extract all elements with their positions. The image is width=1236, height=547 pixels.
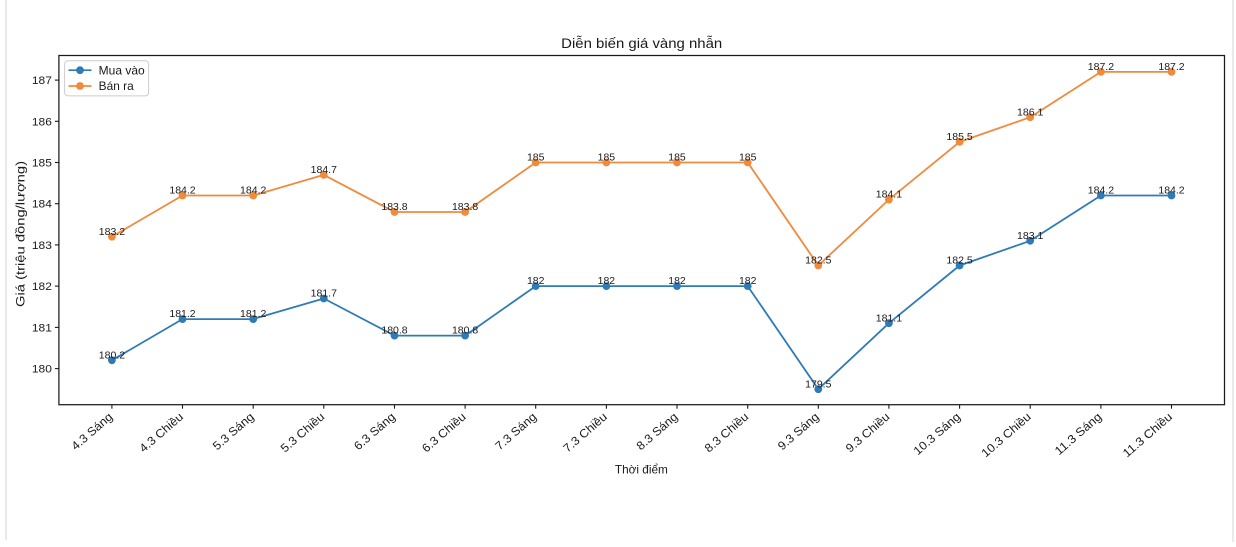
svg-text:5.3 Sáng: 5.3 Sáng <box>210 410 257 453</box>
svg-text:9.3 Chiều: 9.3 Chiều <box>843 410 893 456</box>
svg-text:184: 184 <box>32 199 52 211</box>
svg-text:181.1: 181.1 <box>876 312 902 324</box>
svg-text:183.8: 183.8 <box>381 201 407 213</box>
svg-text:Diễn biến giá vàng nhẫn: Diễn biến giá vàng nhẫn <box>561 35 722 52</box>
svg-text:11.3 Sáng: 11.3 Sáng <box>1052 410 1105 458</box>
svg-text:185: 185 <box>32 158 52 170</box>
svg-text:181.7: 181.7 <box>311 288 337 300</box>
svg-text:182.5: 182.5 <box>805 255 831 267</box>
svg-text:185.5: 185.5 <box>946 131 972 143</box>
svg-text:185: 185 <box>598 152 616 164</box>
svg-text:8.3 Chiều: 8.3 Chiều <box>702 410 752 456</box>
svg-text:187.2: 187.2 <box>1088 61 1114 73</box>
svg-text:11.3 Chiều: 11.3 Chiều <box>1120 410 1175 461</box>
svg-text:9.3 Sáng: 9.3 Sáng <box>775 410 822 453</box>
svg-text:4.3 Chiều: 4.3 Chiều <box>136 410 186 456</box>
svg-text:187: 187 <box>32 75 52 87</box>
svg-text:7.3 Sáng: 7.3 Sáng <box>492 410 539 453</box>
svg-text:182: 182 <box>527 275 545 287</box>
svg-text:184.2: 184.2 <box>240 185 266 197</box>
svg-text:183: 183 <box>32 240 52 252</box>
svg-text:7.3 Chiều: 7.3 Chiều <box>560 410 610 456</box>
svg-text:187.2: 187.2 <box>1158 61 1184 73</box>
svg-text:186: 186 <box>32 116 52 128</box>
svg-text:184.2: 184.2 <box>1158 185 1184 197</box>
svg-text:181: 181 <box>32 322 52 334</box>
svg-text:4.3 Sáng: 4.3 Sáng <box>68 410 115 453</box>
svg-text:Giá (triệu đồng/lượng): Giá (triệu đồng/lượng) <box>13 161 27 307</box>
svg-text:8.3 Sáng: 8.3 Sáng <box>634 410 681 453</box>
svg-text:184.2: 184.2 <box>1088 185 1114 197</box>
svg-text:181.2: 181.2 <box>169 308 195 320</box>
svg-text:182: 182 <box>32 281 52 293</box>
svg-text:182.5: 182.5 <box>946 255 972 267</box>
svg-text:182: 182 <box>598 275 616 287</box>
svg-text:5.3 Chiều: 5.3 Chiều <box>278 410 328 456</box>
svg-text:185: 185 <box>668 152 686 164</box>
svg-text:Bán ra: Bán ra <box>99 79 134 93</box>
svg-text:6.3 Sáng: 6.3 Sáng <box>351 410 398 453</box>
svg-text:10.3 Chiều: 10.3 Chiều <box>978 410 1033 461</box>
svg-text:179.5: 179.5 <box>805 378 831 390</box>
svg-text:182: 182 <box>739 275 757 287</box>
svg-text:180.2: 180.2 <box>99 349 125 361</box>
svg-text:183.1: 183.1 <box>1017 230 1043 242</box>
svg-text:183.8: 183.8 <box>452 201 478 213</box>
svg-text:184.1: 184.1 <box>876 189 902 201</box>
svg-text:184.2: 184.2 <box>169 185 195 197</box>
svg-text:185: 185 <box>739 152 757 164</box>
svg-text:6.3 Chiều: 6.3 Chiều <box>419 410 469 456</box>
svg-text:185: 185 <box>527 152 545 164</box>
svg-text:180.8: 180.8 <box>452 325 478 337</box>
svg-text:10.3 Sáng: 10.3 Sáng <box>910 410 963 458</box>
svg-text:Mua vào: Mua vào <box>99 63 145 77</box>
svg-text:180: 180 <box>32 364 52 376</box>
svg-text:180.8: 180.8 <box>381 325 407 337</box>
svg-text:184.7: 184.7 <box>311 164 337 176</box>
svg-text:183.2: 183.2 <box>99 226 125 238</box>
svg-text:Thời điểm: Thời điểm <box>615 463 668 477</box>
svg-text:181.2: 181.2 <box>240 308 266 320</box>
svg-text:182: 182 <box>668 275 686 287</box>
svg-text:186.1: 186.1 <box>1017 106 1043 118</box>
